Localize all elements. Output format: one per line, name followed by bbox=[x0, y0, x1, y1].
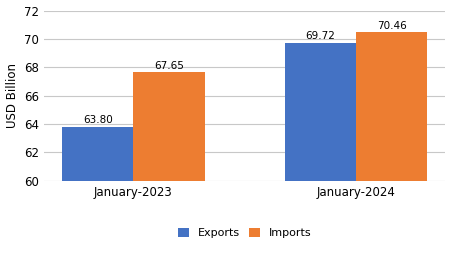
Bar bbox=[356, 33, 427, 254]
Bar bbox=[285, 43, 356, 254]
Bar bbox=[62, 127, 133, 254]
Y-axis label: USD Billion: USD Billion bbox=[5, 63, 18, 128]
Text: 69.72: 69.72 bbox=[305, 31, 335, 41]
Text: 70.46: 70.46 bbox=[377, 21, 406, 31]
Bar bbox=[133, 72, 205, 254]
Legend: Exports, Imports: Exports, Imports bbox=[174, 224, 316, 243]
Text: 63.80: 63.80 bbox=[83, 115, 113, 125]
Text: 67.65: 67.65 bbox=[154, 61, 184, 71]
